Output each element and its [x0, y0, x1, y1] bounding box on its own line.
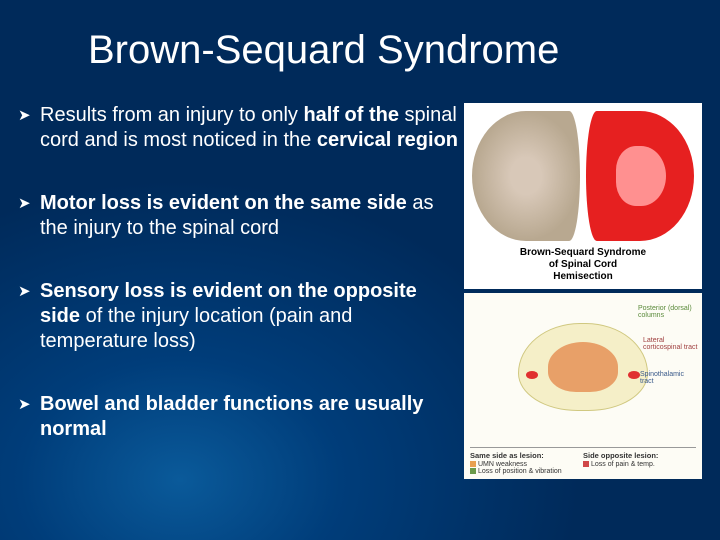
label-posterior-columns: Posterior (dorsal) columns	[638, 305, 698, 319]
bullet-2-text: Motor loss is evident on the same side a…	[40, 191, 458, 241]
legend-position-text: Loss of position & vibration	[478, 468, 562, 475]
legend-right: Side opposite lesion: Loss of pain & tem…	[583, 451, 696, 475]
legend-right-head: Side opposite lesion:	[583, 451, 696, 460]
cord-hemisection-image: Brown-Sequard Syndrome of Spinal Cord He…	[464, 103, 702, 289]
bullet-1-bold2: cervical region	[317, 129, 458, 151]
diagram-legend: Same side as lesion: UMN weakness Loss o…	[470, 447, 696, 475]
bullet-arrow-icon: ➤	[18, 279, 40, 354]
bullet-list: ➤ Results from an injury to only half of…	[18, 103, 458, 480]
bullet-4-bold1: Bowel and bladder functions are usually …	[40, 393, 423, 440]
legend-pain: Loss of pain & temp.	[583, 461, 696, 468]
caption-line-1: Brown-Sequard Syndrome	[464, 247, 702, 259]
legend-umn: UMN weakness	[470, 461, 583, 468]
slide-title: Brown-Sequard Syndrome	[0, 0, 720, 73]
bullet-arrow-icon: ➤	[18, 103, 40, 153]
label-corticospinal: Lateral corticospinal tract	[643, 337, 698, 351]
image-column: Brown-Sequard Syndrome of Spinal Cord He…	[464, 103, 709, 480]
bullet-3-mid: of the injury location (pain and tempera…	[40, 305, 352, 352]
bullet-4: ➤ Bowel and bladder functions are usuall…	[18, 392, 458, 442]
bullet-arrow-icon: ➤	[18, 191, 40, 241]
bullet-1-pre: Results from an injury to only	[40, 104, 303, 126]
bullet-1: ➤ Results from an injury to only half of…	[18, 103, 458, 153]
legend-pain-text: Loss of pain & temp.	[591, 461, 655, 468]
top-image-caption: Brown-Sequard Syndrome of Spinal Cord He…	[464, 247, 702, 283]
bullet-2-bold1: Motor loss is evident on the same side	[40, 192, 407, 214]
square-icon	[470, 461, 476, 467]
cord-tracts-diagram: Posterior (dorsal) columns Lateral corti…	[464, 293, 702, 479]
square-icon	[583, 461, 589, 467]
bullet-4-text: Bowel and bladder functions are usually …	[40, 392, 458, 442]
caption-line-2: of Spinal Cord	[464, 259, 702, 271]
bullet-2: ➤ Motor loss is evident on the same side…	[18, 191, 458, 241]
legend-umn-text: UMN weakness	[478, 461, 527, 468]
tract-marker-left	[526, 371, 538, 379]
cord-right-half	[586, 111, 694, 241]
legend-left: Same side as lesion: UMN weakness Loss o…	[470, 451, 583, 475]
legend-left-head: Same side as lesion:	[470, 451, 583, 460]
bullet-3-text: Sensory loss is evident on the opposite …	[40, 279, 458, 354]
bullet-arrow-icon: ➤	[18, 392, 40, 442]
bullet-1-text: Results from an injury to only half of t…	[40, 103, 458, 153]
cord-cross-section	[518, 323, 648, 411]
tract-marker-right	[628, 371, 640, 379]
cord-left-half	[472, 111, 580, 241]
bullet-3: ➤ Sensory loss is evident on the opposit…	[18, 279, 458, 354]
label-spinothalamic: Spinothalamic tract	[640, 371, 698, 385]
legend-position: Loss of position & vibration	[470, 468, 583, 475]
caption-line-3: Hemisection	[464, 271, 702, 283]
square-icon	[470, 468, 476, 474]
content-row: ➤ Results from an injury to only half of…	[0, 73, 720, 480]
bullet-1-bold1: half of the	[303, 104, 399, 126]
